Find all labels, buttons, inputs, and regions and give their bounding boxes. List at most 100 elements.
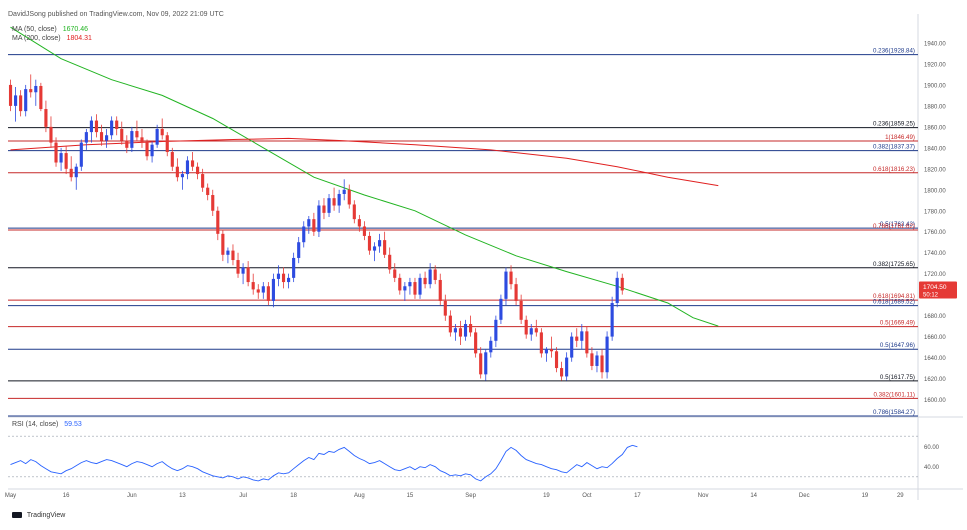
candle: [469, 315, 473, 337]
candle: [206, 183, 210, 201]
candle-body: [170, 152, 174, 167]
candle: [554, 347, 559, 373]
ma200-legend[interactable]: MA (200, close) 1804.31: [12, 35, 92, 42]
candle-body: [342, 189, 346, 194]
candle: [89, 116, 93, 143]
candle-body: [448, 315, 452, 333]
candle: [448, 310, 452, 337]
rsi-tick-label: 40.00: [924, 465, 940, 471]
candle: [610, 296, 614, 341]
price-tick-label: 1680.00: [924, 314, 946, 320]
candle: [529, 324, 533, 341]
fib-level-label: 0.786(1761.62): [873, 223, 915, 230]
candle-body: [160, 128, 164, 136]
time-tick-label: Dec: [799, 493, 810, 499]
candle: [221, 229, 225, 262]
price-tick-label: 1920.00: [924, 62, 946, 68]
candle: [125, 135, 129, 154]
candle: [236, 252, 240, 278]
candle-body: [44, 109, 48, 127]
candle: [94, 114, 99, 138]
candle: [575, 328, 579, 348]
candle-body: [443, 300, 447, 316]
candle-body: [64, 153, 68, 169]
candle-body: [271, 278, 275, 301]
candle: [378, 233, 382, 253]
candle: [140, 128, 144, 148]
ma50-legend[interactable]: MA (50, close) 1670.46: [12, 26, 88, 33]
candle-body: [620, 277, 624, 291]
rsi-legend[interactable]: RSI (14, close) 59.53: [12, 421, 82, 428]
candle: [479, 347, 483, 379]
time-tick-label: 19: [543, 493, 550, 499]
candle: [443, 294, 447, 321]
candle: [423, 271, 427, 289]
candle: [524, 315, 528, 339]
time-tick-label: Nov: [698, 493, 709, 499]
candle: [509, 265, 513, 290]
candle-body: [105, 135, 109, 141]
candle-body: [29, 89, 33, 93]
candle: [271, 273, 275, 308]
candle-body: [585, 331, 589, 354]
candle: [418, 273, 422, 299]
candle: [489, 336, 493, 358]
candle: [201, 168, 205, 192]
candle-body: [24, 89, 28, 112]
candle: [307, 216, 311, 234]
fib-level-label: 0.382(1837.37): [873, 144, 915, 151]
price-tick-label: 1760.00: [924, 230, 946, 236]
candle-body: [317, 205, 321, 232]
candle-body: [281, 273, 286, 283]
candle: [453, 324, 457, 341]
candle: [226, 247, 230, 264]
time-tick-label: 16: [63, 493, 70, 499]
rsi-legend-label: RSI (14, close): [12, 421, 59, 428]
candle: [312, 212, 316, 236]
candle: [347, 184, 351, 209]
candle-body: [524, 319, 528, 335]
tradingview-logo-icon: [12, 512, 22, 519]
candle-body: [438, 279, 442, 301]
candle: [393, 263, 397, 283]
price-tick-label: 1660.00: [924, 335, 946, 341]
candle-body: [256, 289, 260, 293]
candle: [332, 187, 336, 211]
candle: [580, 324, 584, 350]
candle: [595, 351, 599, 373]
fib-level-label: 1(1846.49): [885, 134, 915, 141]
candle-body: [383, 240, 387, 255]
candle-body: [236, 260, 240, 274]
candle-body: [423, 277, 427, 285]
candle-body: [615, 277, 619, 304]
candle-body: [226, 250, 230, 255]
candle: [337, 189, 341, 213]
price-tick-label: 1740.00: [924, 251, 946, 257]
candle-body: [509, 271, 513, 285]
candle: [615, 271, 619, 308]
price-tick-label: 1640.00: [924, 356, 946, 362]
candle-body: [367, 235, 372, 251]
candle: [499, 294, 503, 325]
fib-level-label: 0.618(1694.81): [873, 293, 915, 300]
candle: [54, 137, 58, 167]
price-tick-label: 1780.00: [924, 209, 946, 215]
candle: [585, 326, 589, 358]
candle: [150, 141, 154, 163]
candle: [398, 273, 402, 295]
candle-body: [408, 282, 412, 287]
fib-level-label: 0.236(1859.25): [873, 121, 915, 128]
candle: [170, 147, 174, 171]
candle-body: [34, 85, 38, 93]
candle: [428, 263, 432, 289]
candle-body: [266, 286, 270, 301]
candle-body: [190, 160, 195, 167]
candle: [620, 273, 624, 295]
tradingview-footer[interactable]: TradingView: [12, 512, 65, 519]
candle-body: [549, 349, 554, 352]
fib-level-label: 0.618(1689.52): [873, 299, 915, 306]
time-tick-label: 15: [407, 493, 414, 499]
candle-body: [150, 144, 154, 157]
fib-level-label: 0.5(1763.43): [880, 221, 915, 228]
